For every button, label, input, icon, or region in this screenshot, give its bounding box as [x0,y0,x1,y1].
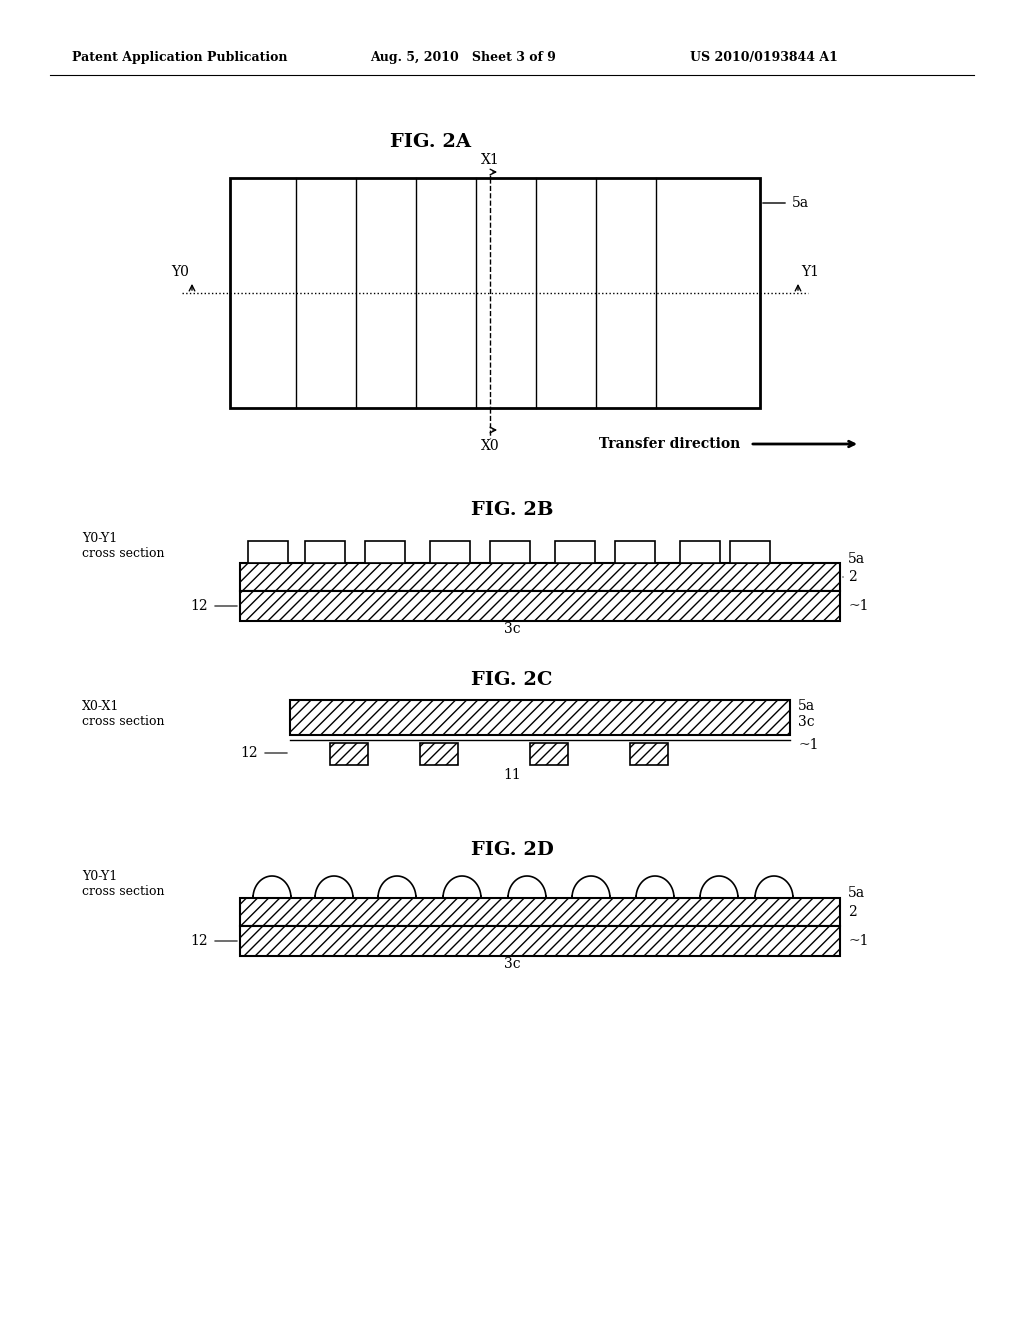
Bar [330,743,368,766]
Bar [615,541,655,564]
Text: 3c: 3c [504,622,520,636]
Text: cross section: cross section [82,715,165,729]
Text: Y1: Y1 [801,265,819,279]
Text: ~1: ~1 [848,599,868,612]
Text: 5a: 5a [848,552,865,566]
Text: 5a: 5a [792,195,809,210]
Text: 12: 12 [241,746,258,760]
Text: X0: X0 [480,440,500,453]
Bar [230,178,760,408]
Bar [365,541,406,564]
Bar [240,591,840,620]
Bar [490,541,530,564]
Bar [530,743,568,766]
Text: 12: 12 [190,599,208,612]
Bar [430,541,470,564]
Text: Y0-Y1: Y0-Y1 [82,532,118,545]
Text: ~1: ~1 [848,935,868,948]
Bar [630,743,668,766]
Text: ~1: ~1 [798,738,818,752]
Bar [730,541,770,564]
Bar [290,700,790,735]
Text: FIG. 2B: FIG. 2B [471,502,553,519]
Text: 2: 2 [848,570,857,583]
Text: 5a: 5a [798,700,815,713]
Text: cross section: cross section [82,546,165,560]
Text: cross section: cross section [82,884,165,898]
Text: Aug. 5, 2010   Sheet 3 of 9: Aug. 5, 2010 Sheet 3 of 9 [370,51,556,65]
Text: Y0: Y0 [171,265,189,279]
Text: US 2010/0193844 A1: US 2010/0193844 A1 [690,51,838,65]
Text: 12: 12 [190,935,208,948]
Text: FIG. 2A: FIG. 2A [389,133,470,150]
Text: Transfer direction: Transfer direction [599,437,740,451]
Text: 11: 11 [503,768,521,781]
Bar [240,927,840,956]
Text: 5a: 5a [848,886,865,900]
Bar [420,743,458,766]
Bar [680,541,720,564]
Text: 2: 2 [848,906,857,919]
Text: Patent Application Publication: Patent Application Publication [72,51,288,65]
Text: FIG. 2D: FIG. 2D [471,841,553,859]
Bar [305,541,345,564]
Text: 3c: 3c [504,957,520,972]
Bar [248,541,288,564]
Bar [240,898,840,927]
Bar [240,564,840,591]
Text: X0-X1: X0-X1 [82,700,120,713]
Text: Y0-Y1: Y0-Y1 [82,870,118,883]
Text: 3c: 3c [798,715,815,729]
Text: X1: X1 [480,153,500,168]
Text: FIG. 2C: FIG. 2C [471,671,553,689]
Bar [555,541,595,564]
